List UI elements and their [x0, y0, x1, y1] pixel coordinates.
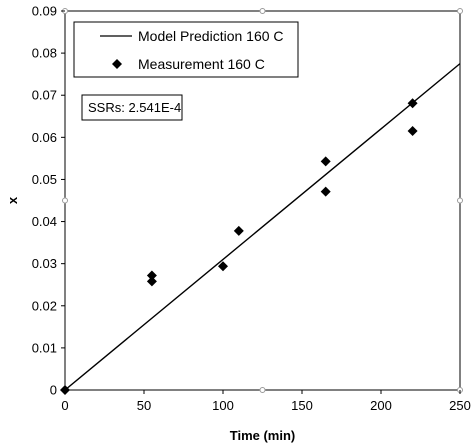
ssr-annotation-box: [81, 94, 183, 121]
measurement-point: [320, 186, 331, 197]
x-tick-label: 150: [291, 398, 313, 413]
measurement-point: [407, 126, 418, 137]
y-tick-label: 0.04: [32, 214, 57, 229]
y-tick-label: 0.01: [32, 340, 57, 355]
ssr-annotation-text: SSRs: 2.541E-4: [88, 100, 181, 115]
x-tick-label: 200: [370, 398, 392, 413]
frame-handle: [62, 197, 68, 204]
measurement-point: [233, 225, 244, 236]
x-tick-label: 50: [137, 398, 151, 413]
ssr-annotation: SSRs: 2.541E-4: [81, 94, 183, 121]
measurement-point: [60, 385, 70, 395]
plot-frame: [62, 8, 463, 393]
legend-label-measurement: Measurement 160 C: [138, 56, 265, 72]
x-axis-ticks: 0 50 100 150 200 250: [61, 390, 471, 413]
frame-handle: [457, 8, 463, 14]
frame-handle: [259, 8, 266, 14]
model-prediction-line: [64, 63, 461, 391]
x-tick-label: 0: [61, 398, 68, 413]
x-axis-title: Time (min): [230, 428, 296, 443]
x-tick-label: 100: [212, 398, 234, 413]
measurement-point: [218, 261, 228, 272]
y-tick-label: 0.03: [32, 256, 57, 271]
y-tick-label: 0.06: [32, 130, 57, 145]
y-tick-label: 0.08: [32, 46, 57, 61]
legend-box: [73, 21, 299, 78]
legend-diamond-marker: [112, 59, 122, 69]
series-layer: [60, 63, 461, 395]
y-axis-title: x: [5, 196, 20, 204]
y-tick-label: 0: [50, 383, 57, 398]
measurement-point: [146, 270, 157, 281]
measurement-point: [146, 276, 157, 287]
measurement-point: [320, 156, 331, 167]
legend-label-model: Model Prediction 160 C: [138, 28, 284, 44]
y-tick-label: 0.09: [32, 4, 57, 19]
frame-handle: [457, 197, 463, 204]
measurement-point: [407, 98, 418, 109]
y-tick-label: 0.02: [32, 298, 57, 313]
y-axis-ticks: 0 0.01 0.02 0.03 0.04 0.05 0.06 0.07 0.08 0.09: [32, 4, 65, 398]
legend: Model Prediction 160 C Measurement 160 C: [73, 21, 299, 78]
y-tick-label: 0.05: [32, 172, 57, 187]
frame-handle: [259, 387, 266, 393]
x-tick-label: 250: [449, 398, 471, 413]
y-tick-label: 0.07: [32, 88, 57, 103]
